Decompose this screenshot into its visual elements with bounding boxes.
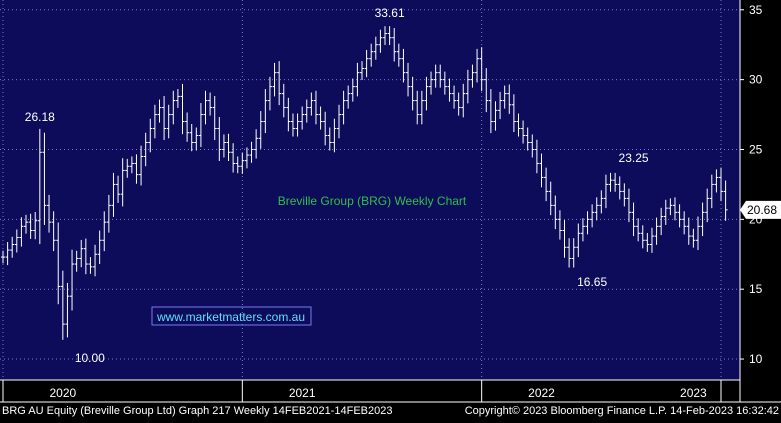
watermark: www.marketmatters.com.au [156, 310, 305, 324]
y-tick-label: 30 [749, 73, 763, 87]
price-annotation: 16.65 [577, 275, 607, 289]
y-tick-label: 15 [749, 282, 763, 296]
watermark-box [151, 306, 312, 326]
price-series [1, 26, 728, 340]
annotations: 26.18 10.00 33.61 16.65 23.25 [25, 6, 649, 365]
x-tick-label: 2023 [680, 386, 707, 400]
footer-left: BRG AU Equity (Breville Group Ltd) Graph… [2, 405, 393, 417]
y-tick-label: 35 [749, 3, 763, 17]
price-annotation: 33.61 [375, 6, 405, 20]
footer-right: Copyright© 2023 Bloomberg Finance L.P. 1… [465, 405, 779, 417]
chart-title: Breville Group (BRG) Weekly Chart [278, 194, 467, 208]
price-annotation: 10.00 [75, 351, 105, 365]
last-price-tag [740, 200, 781, 219]
y-tick-label: 10 [749, 352, 763, 366]
price-annotation: 26.18 [25, 110, 55, 124]
last-price-label: 20.68 [747, 203, 777, 217]
price-annotation: 23.25 [619, 151, 649, 165]
x-tick-label: 2020 [49, 386, 76, 400]
grid [0, 0, 740, 380]
x-tick-label: 2022 [528, 386, 555, 400]
y-tick-label: 25 [749, 142, 763, 156]
x-tick-label: 2021 [289, 386, 316, 400]
plot-area [0, 0, 740, 380]
